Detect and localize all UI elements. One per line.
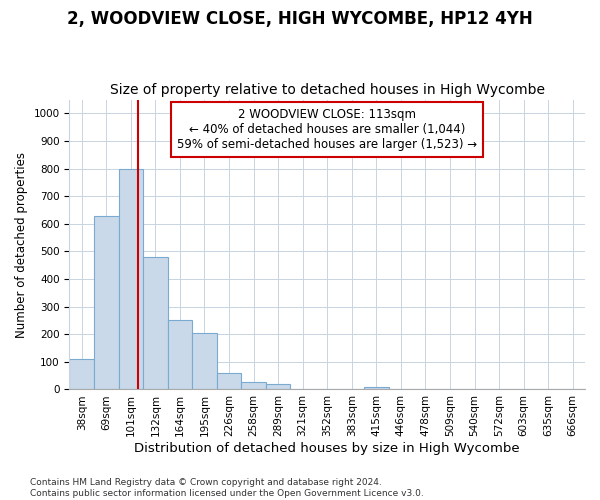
Bar xyxy=(70,359,94,390)
Bar xyxy=(143,257,167,390)
X-axis label: Distribution of detached houses by size in High Wycombe: Distribution of detached houses by size … xyxy=(134,442,520,455)
Bar xyxy=(94,216,119,390)
Y-axis label: Number of detached properties: Number of detached properties xyxy=(15,152,28,338)
Title: Size of property relative to detached houses in High Wycombe: Size of property relative to detached ho… xyxy=(110,83,545,97)
Bar xyxy=(266,384,290,390)
Bar xyxy=(364,386,389,390)
Bar xyxy=(241,382,266,390)
Bar xyxy=(119,168,143,390)
Bar xyxy=(192,333,217,390)
Text: 2 WOODVIEW CLOSE: 113sqm
← 40% of detached houses are smaller (1,044)
59% of sem: 2 WOODVIEW CLOSE: 113sqm ← 40% of detach… xyxy=(177,108,477,152)
Bar xyxy=(167,320,192,390)
Text: 2, WOODVIEW CLOSE, HIGH WYCOMBE, HP12 4YH: 2, WOODVIEW CLOSE, HIGH WYCOMBE, HP12 4Y… xyxy=(67,10,533,28)
Text: Contains HM Land Registry data © Crown copyright and database right 2024.
Contai: Contains HM Land Registry data © Crown c… xyxy=(30,478,424,498)
Bar xyxy=(217,373,241,390)
